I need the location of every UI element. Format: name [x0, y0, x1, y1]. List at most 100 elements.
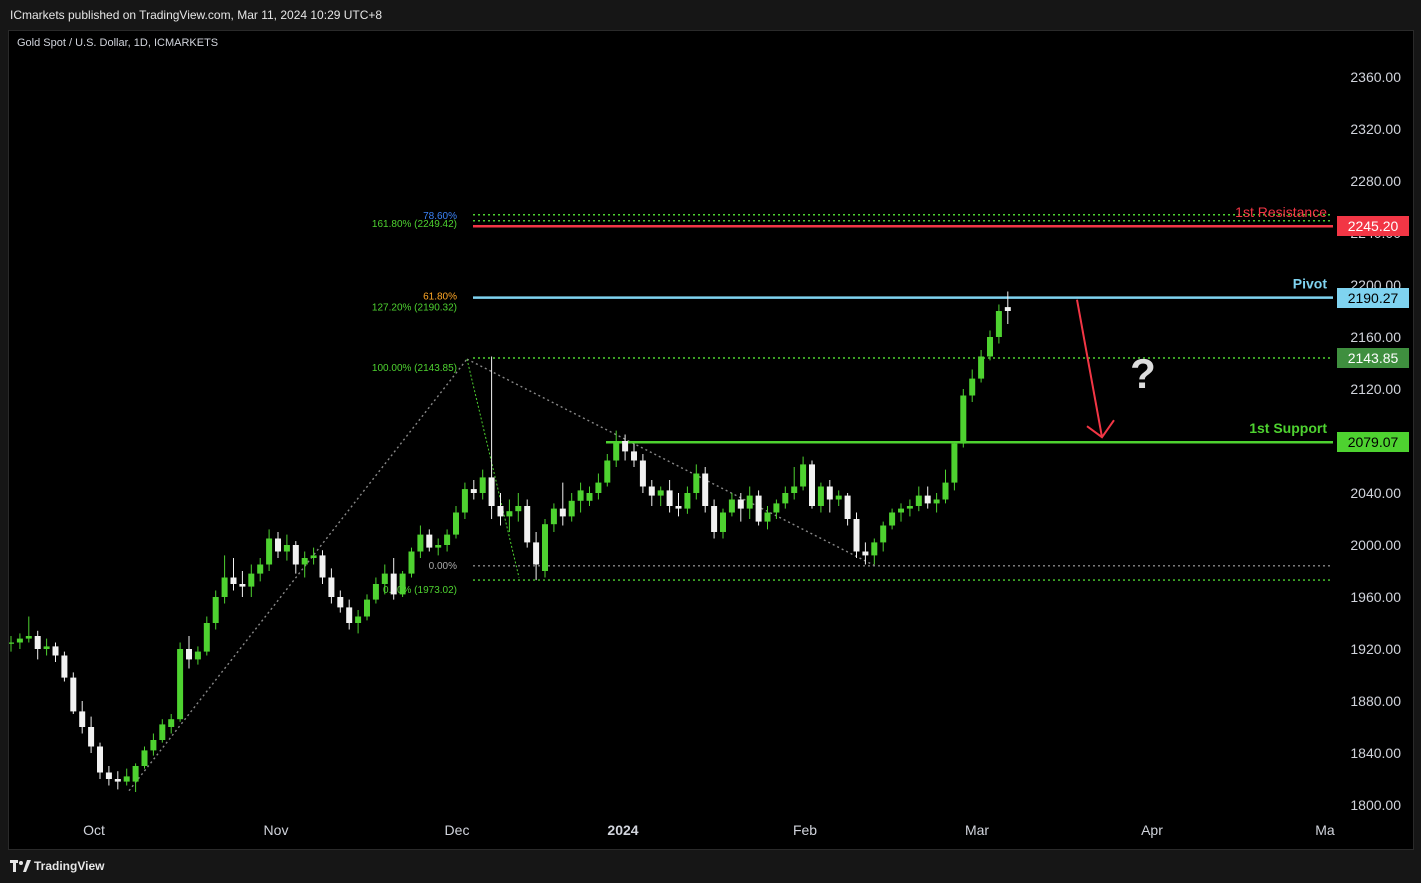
candle-body	[25, 636, 32, 639]
y-tick-label: 1800.00	[1350, 797, 1401, 813]
fib-label-0: 0.00%	[429, 561, 457, 572]
candle-body	[461, 489, 468, 513]
support-name: 1st Support	[1249, 420, 1327, 436]
candle-body	[257, 564, 264, 574]
candle-body	[34, 636, 41, 649]
chart-panel[interactable]: 2360.002320.002280.002240.002200.002160.…	[8, 30, 1414, 850]
y-tick-label: 1840.00	[1350, 745, 1401, 761]
candle-body	[194, 651, 201, 660]
candle-body	[239, 584, 246, 587]
candle-body	[746, 495, 753, 509]
candle-body	[613, 441, 620, 461]
candle-body	[292, 545, 299, 565]
candle-body	[453, 512, 459, 535]
candle-body	[123, 776, 130, 782]
candle-body	[328, 577, 335, 597]
candle-body	[657, 490, 664, 496]
candle-body	[862, 551, 869, 556]
y-tick-label: 1960.00	[1350, 589, 1401, 605]
candle-body	[800, 464, 807, 487]
candle-body	[70, 677, 77, 712]
candle-body	[114, 779, 121, 782]
candle-body	[542, 524, 548, 571]
candle-body	[275, 538, 281, 552]
resistance-price-label: 2245.20	[1337, 216, 1409, 237]
candle-body	[132, 766, 139, 782]
fib-label-100: 100.00% (2143.85)	[372, 363, 457, 374]
candle-body	[568, 500, 575, 517]
support-price-label: 2079.07	[1337, 432, 1409, 453]
candle-body	[399, 573, 406, 595]
candle-body	[995, 311, 1002, 337]
candle-body	[435, 545, 442, 548]
footer-bar: TradingView	[0, 850, 1421, 883]
candle-body	[720, 512, 726, 532]
x-tick-label: Oct	[83, 822, 105, 838]
fib-label-618: 61.80%	[423, 292, 457, 303]
candle-body	[1004, 307, 1011, 311]
candle-body	[728, 499, 735, 513]
candle-body	[844, 495, 851, 519]
candle-body	[319, 555, 326, 578]
candle-body	[969, 378, 976, 396]
x-tick-label: Feb	[793, 822, 817, 838]
candle-body	[702, 473, 709, 506]
candle-body	[711, 506, 718, 532]
candle-body	[871, 542, 878, 556]
fib-label-127: 127.20% (2190.32)	[372, 303, 457, 314]
trend-line-down	[466, 358, 876, 567]
fib-label-161: 161.80% (2249.42)	[372, 219, 457, 230]
candle-body	[97, 746, 103, 773]
tradingview-brand[interactable]: TradingView	[34, 859, 105, 873]
candle-body	[150, 740, 157, 751]
candle-body	[924, 495, 931, 504]
candle-body	[301, 558, 308, 565]
candle-body	[310, 555, 317, 558]
candle-body	[915, 495, 922, 506]
candle-body	[987, 337, 993, 357]
y-tick-label: 2120.00	[1350, 381, 1401, 397]
y-tick-label: 1920.00	[1350, 641, 1401, 657]
y-tick-label: 1880.00	[1350, 693, 1401, 709]
y-tick-label: 2320.00	[1350, 121, 1401, 137]
candle-body	[666, 490, 673, 506]
candle-body	[372, 584, 379, 600]
price-chart[interactable]: 2360.002320.002280.002240.002200.002160.…	[9, 31, 1413, 849]
fib100-price-label: 2143.85	[1337, 347, 1409, 368]
candle-body	[230, 577, 237, 584]
x-tick-label: Apr	[1141, 822, 1163, 838]
candle-body	[444, 534, 451, 545]
candle-body	[390, 573, 397, 595]
candle-body	[737, 499, 744, 509]
candle-body	[755, 495, 762, 522]
candle-body	[782, 493, 789, 504]
candle-body	[248, 573, 255, 587]
candle-body	[488, 477, 495, 506]
trend-line-up	[128, 358, 468, 792]
candle-body	[43, 646, 50, 649]
symbol-title: Gold Spot / U.S. Dollar, 1D, ICMARKETS	[17, 37, 219, 49]
candle-body	[906, 506, 913, 509]
candle-body	[960, 395, 967, 444]
candle-body	[497, 506, 504, 517]
candle-body	[221, 577, 228, 597]
y-tick-label: 2000.00	[1350, 537, 1401, 553]
candle-body	[203, 623, 210, 652]
candle-body	[141, 750, 148, 766]
candle-body	[622, 441, 629, 452]
y-tick-label: 2360.00	[1350, 69, 1401, 85]
pivot-price-label: 2190.27	[1337, 287, 1409, 308]
candle-body	[177, 649, 184, 720]
candle-body	[212, 597, 219, 623]
candle-body	[559, 508, 566, 517]
candle-body	[346, 607, 353, 623]
y-tick-label: 2160.00	[1350, 329, 1401, 345]
candle-body	[577, 490, 584, 501]
candle-body	[533, 542, 540, 565]
candle-body	[978, 356, 985, 379]
forecast-arrow-shaft	[1076, 299, 1103, 438]
tradingview-logo-icon[interactable]	[10, 859, 32, 873]
publisher-bar: ICmarkets published on TradingView.com, …	[0, 0, 1421, 30]
y-tick-label: 2040.00	[1350, 485, 1401, 501]
candle-body	[835, 495, 842, 500]
